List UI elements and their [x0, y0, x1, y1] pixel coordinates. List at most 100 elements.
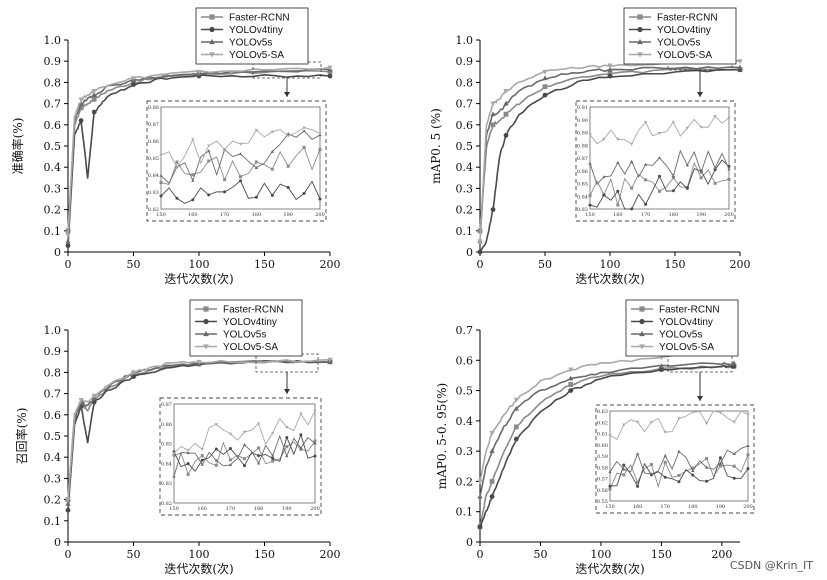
inset-x-tick-label: 170 [220, 212, 230, 218]
y-tick-label: 0.3 [44, 472, 62, 485]
y-tick-label: 0 [466, 536, 473, 549]
y-axis-label: 召回率(%) [14, 408, 29, 465]
panel-map50-95: 0 0.1 0.2 0.3 0.4 0.5 0.6 0.7 0 50 100 150 200 迭代次数(次… [435, 299, 755, 576]
series-point [568, 382, 574, 387]
series-point [130, 370, 137, 376]
x-axis-label: 迭代次数(次) [575, 271, 644, 286]
inset-series-point [191, 173, 195, 177]
series-line-yolov5-sa [479, 60, 741, 242]
inset-series-point [172, 451, 176, 455]
panel-map50: 0 0.1 0.2 0.3 0.4 0.5 0.6 0.7 0.8 0.9 1.0 0 50 100 150… [429, 7, 751, 286]
series-point [503, 88, 509, 94]
series-point [196, 359, 202, 365]
inset-x-tick-label: 170 [641, 212, 651, 218]
inset-series-point [271, 459, 275, 463]
inset-series-point [243, 457, 246, 461]
inset-series-point [732, 476, 736, 480]
inset-series-point [622, 473, 626, 477]
legend-marker [639, 330, 645, 337]
inset-y-tick-label: 0.84 [148, 173, 159, 179]
y-tick-label: 0.9 [456, 55, 474, 68]
inset-series-point [713, 114, 717, 118]
inset-y-tick-label: 0.87 [161, 402, 172, 408]
inset-axes [589, 106, 730, 210]
inset-series-point [718, 464, 722, 468]
inset-series-point [243, 464, 246, 468]
series-line-faster-rcnn [479, 68, 741, 231]
inset-series-point [214, 458, 218, 462]
series-point [568, 367, 574, 373]
inset-series-point [254, 165, 259, 169]
inset-series-point [630, 207, 634, 211]
y-tick-label: 0 [54, 246, 61, 259]
series-point [503, 100, 509, 106]
inset-series-point [732, 420, 736, 424]
legend-marker [637, 52, 643, 58]
inset-series-point [313, 439, 317, 443]
series-point [490, 111, 496, 117]
inset-box [159, 397, 322, 516]
y-tick-label: 0.5 [456, 385, 474, 398]
inset-series-point [223, 190, 227, 194]
y-tick-label: 0.7 [44, 98, 62, 111]
inset-series-point [677, 417, 681, 421]
inset-series-point [713, 181, 717, 185]
inset-series-point [207, 144, 211, 148]
inset-series-point [286, 134, 290, 138]
y-tick-label: 0.8 [456, 76, 474, 89]
inset-series-point [691, 410, 695, 414]
inset-series-point [285, 425, 289, 429]
inset-series-point [699, 176, 703, 180]
series-point [503, 111, 509, 117]
inset-series-point [727, 167, 731, 171]
series-point [489, 431, 495, 436]
inset-series-point [718, 411, 723, 415]
x-axis-label: 迭代次数(次) [164, 561, 233, 576]
y-tick-label: 0.4 [456, 161, 474, 174]
y-tick-label: 1.0 [456, 34, 474, 47]
inset-series-point [285, 454, 289, 458]
inset-series-point [318, 197, 322, 201]
inset-series-point [302, 191, 306, 195]
inset-x-tick-label: 150 [605, 504, 615, 510]
inset-series-point [746, 453, 750, 457]
y-tick-label: 0.5 [44, 430, 62, 443]
inset-x-tick-label: 180 [669, 212, 679, 218]
legend-label: Faster-RCNN [657, 13, 718, 24]
series-point [196, 69, 202, 75]
series-point [78, 105, 84, 111]
inset-series-point [228, 447, 232, 451]
inset-series-point [186, 462, 190, 466]
inset-series-point [644, 178, 648, 182]
inset-x-tick-label: 190 [716, 504, 726, 510]
series-point [477, 249, 483, 255]
legend-label: Faster-RCNN [229, 13, 290, 24]
series-point [130, 76, 137, 82]
inset-series-point [608, 470, 612, 474]
inset-series-point [228, 458, 232, 462]
inset-series-point [713, 166, 717, 170]
inset-series-point [302, 145, 306, 149]
inset-series-point [238, 152, 243, 156]
inset-y-tick-label: 0.59 [597, 454, 608, 460]
series-line-yolov4tiny [67, 74, 331, 246]
inset-y-tick-label: 0.87 [577, 156, 588, 162]
inset-series-point [608, 487, 612, 491]
y-tick-label: 0.2 [456, 475, 474, 488]
inset-series-point [313, 409, 317, 413]
inset-series-point [608, 484, 612, 488]
inset-series-point [588, 161, 592, 165]
inset-series-point [191, 138, 195, 142]
panel-precision: 0 0.1 0.2 0.3 0.4 0.5 0.6 0.7 0.8 0.9 1.0 0 50 100 150… [10, 7, 341, 286]
series-line-yolov5-sa [67, 358, 331, 500]
x-tick-label: 200 [320, 258, 341, 271]
inset-series-point [616, 189, 620, 193]
inset-x-tick-label: 200 [310, 506, 320, 512]
inset-y-tick-label: 0.84 [577, 194, 588, 200]
series-point [65, 233, 71, 238]
legend-label: YOLOv5s [229, 38, 272, 49]
series-point [477, 479, 483, 485]
inset-series-point [313, 441, 317, 445]
inset-series-point [677, 449, 681, 453]
